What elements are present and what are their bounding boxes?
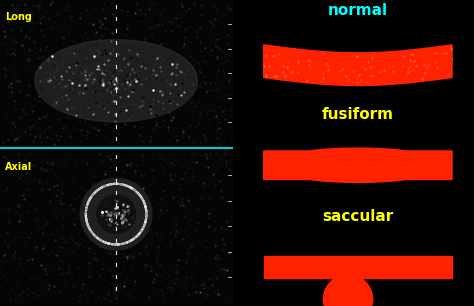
Circle shape [80,178,152,250]
Polygon shape [264,45,452,85]
Polygon shape [35,40,197,122]
Polygon shape [264,256,452,278]
Circle shape [97,195,136,233]
Text: Long: Long [5,12,32,22]
Circle shape [323,275,373,306]
Bar [0,0,232,147]
Text: fusiform: fusiform [322,107,394,122]
Text: Axial: Axial [5,162,32,172]
Bar [0,150,232,303]
Text: saccular: saccular [322,209,393,224]
Text: normal: normal [328,3,388,18]
Polygon shape [264,148,452,182]
